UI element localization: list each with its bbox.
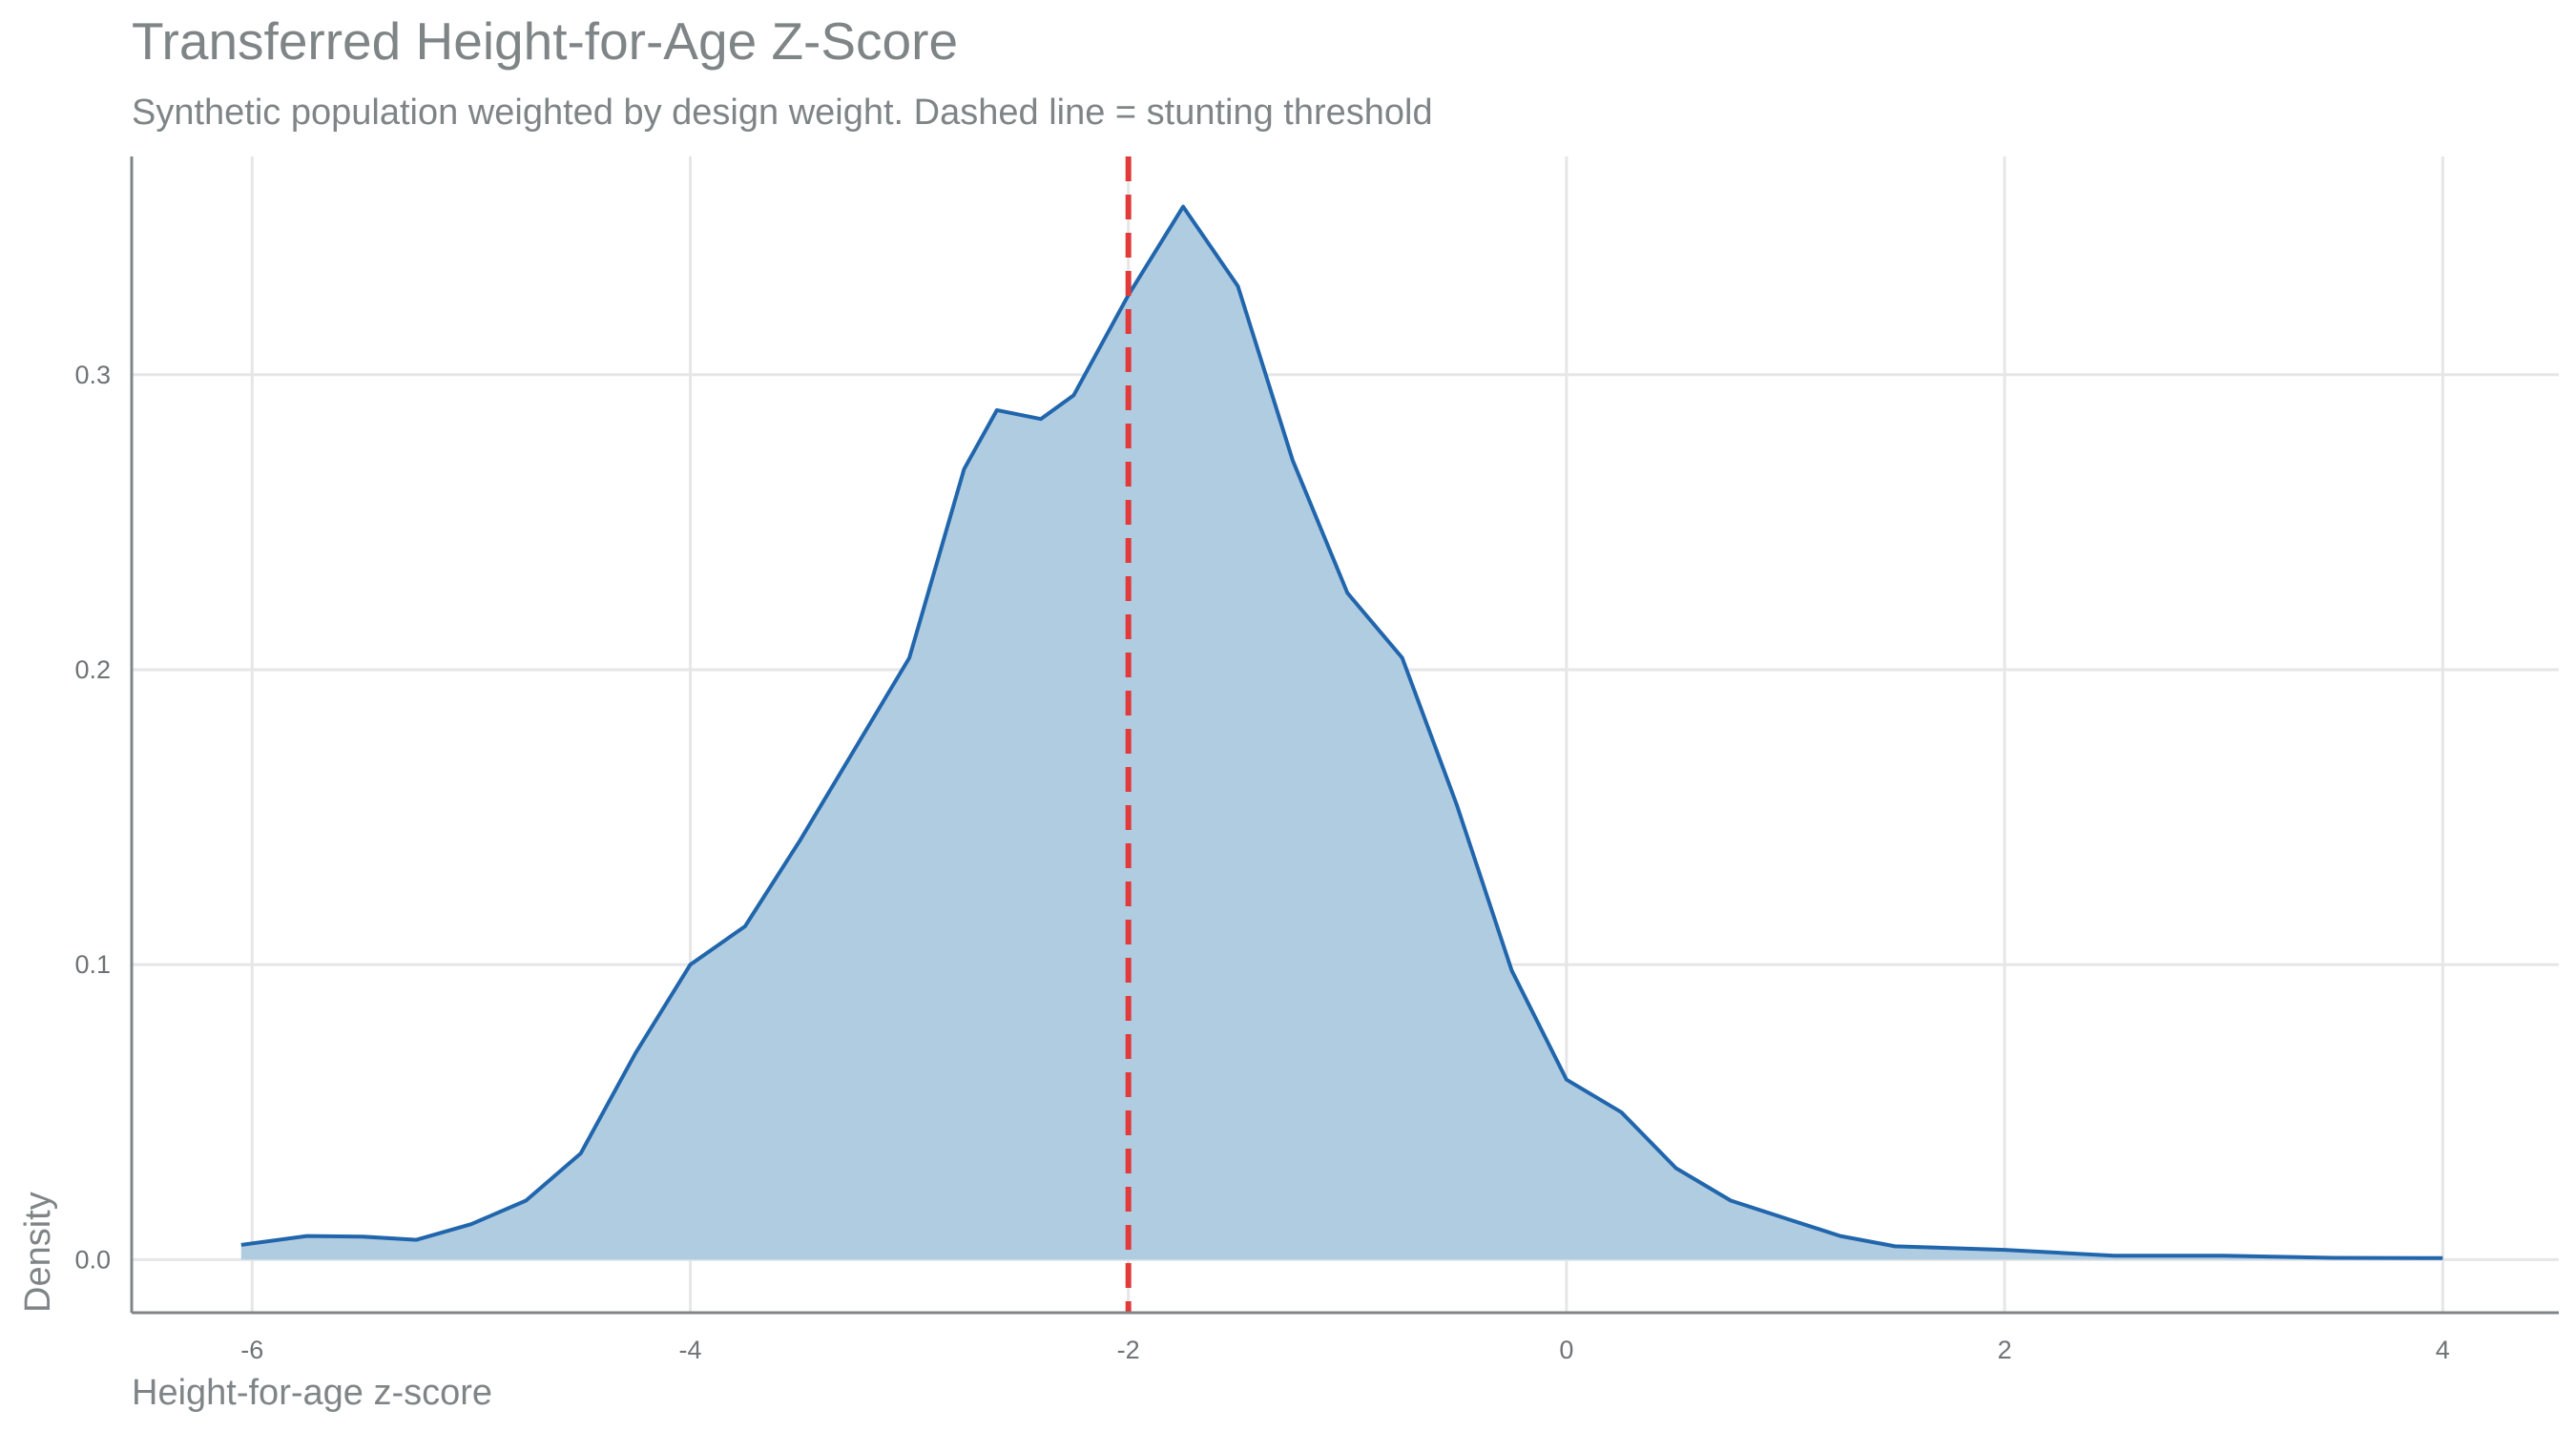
y-tick-label: 0.0 xyxy=(74,1245,111,1274)
density-line xyxy=(240,204,2443,1260)
x-tick-label: 4 xyxy=(2436,1336,2450,1364)
chart-title: Transferred Height-for-Age Z-Score xyxy=(132,11,958,71)
y-tick-label: 0.2 xyxy=(74,655,111,684)
x-tick-label: -6 xyxy=(240,1336,263,1364)
y-tick-label: 0.3 xyxy=(74,361,111,389)
chart-subtitle: Synthetic population weighted by design … xyxy=(132,93,1433,133)
x-tick-label: -4 xyxy=(678,1336,701,1364)
density-area xyxy=(240,206,2443,1260)
x-tick-label: 2 xyxy=(1998,1336,2012,1364)
y-axis-title: Density xyxy=(18,1192,58,1313)
x-axis-title: Height-for-age z-score xyxy=(132,1373,492,1413)
y-tick-label: 0.1 xyxy=(74,950,111,979)
x-tick-label: -2 xyxy=(1117,1336,1140,1364)
x-tick-label: 0 xyxy=(1559,1336,1573,1364)
